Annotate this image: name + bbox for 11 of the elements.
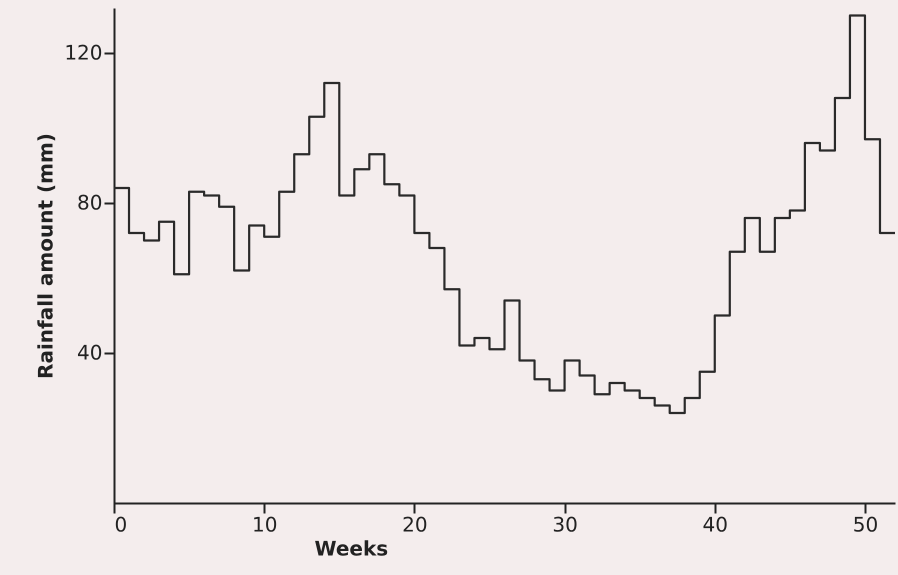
y-tick-label: 40: [77, 340, 102, 364]
x-axis-title: Weeks: [314, 536, 388, 560]
y-axis-title: Rainfall amount (mm): [33, 133, 58, 379]
y-tick-label: 80: [77, 190, 102, 214]
x-tick-label: 0: [114, 512, 128, 536]
y-tick-label: 120: [64, 40, 102, 64]
x-tick-label: 30: [552, 512, 578, 536]
x-tick-label: 40: [702, 512, 728, 536]
x-tick-label: 10: [252, 512, 278, 536]
x-tick-label: 20: [402, 512, 428, 536]
x-tick-label: 50: [852, 512, 878, 536]
